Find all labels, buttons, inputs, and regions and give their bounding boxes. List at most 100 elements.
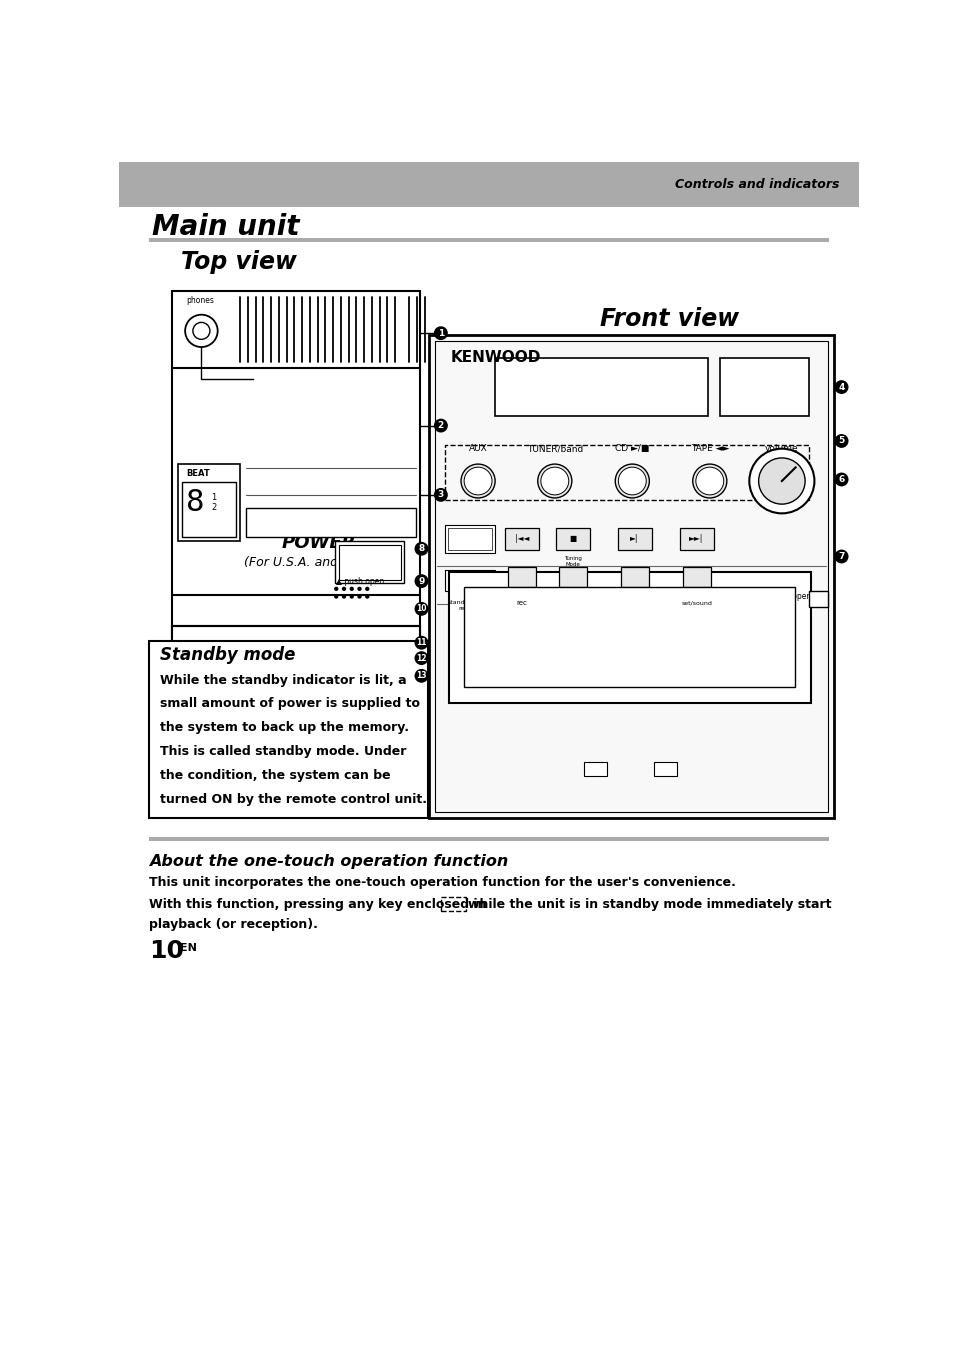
Text: Front view: Front view [599,307,739,331]
Text: (For U.S.A. and Canada): (For U.S.A. and Canada) [244,556,394,569]
Circle shape [748,449,814,514]
Circle shape [185,315,217,347]
Bar [508,568,536,587]
Circle shape [349,595,354,599]
Circle shape [615,464,649,498]
Circle shape [357,587,361,591]
Text: 12: 12 [416,653,426,662]
Circle shape [834,473,847,487]
Circle shape [695,468,723,495]
Text: This is called standby mode. Under: This is called standby mode. Under [159,745,405,758]
Bar [654,763,677,776]
Circle shape [415,652,428,665]
Text: BEAT: BEAT [186,469,210,477]
Bar [435,341,827,813]
Text: 3: 3 [437,491,443,499]
Text: 9: 9 [417,576,424,585]
Circle shape [365,595,369,599]
Bar [682,568,710,587]
Bar [429,335,833,818]
Bar [444,569,495,591]
Bar [444,525,495,553]
Text: time
mode: time mode [563,600,581,611]
Bar [620,568,648,587]
Text: About the one-touch operation function: About the one-touch operation function [149,854,507,869]
Circle shape [692,464,726,498]
Text: This unit incorporates the one-touch operation function for the user's convenien: This unit incorporates the one-touch ope… [149,876,735,890]
Text: |◄◄: |◄◄ [515,534,529,544]
Bar [149,641,427,818]
Bar [679,529,713,549]
Bar [444,445,808,500]
Text: 8: 8 [186,488,204,516]
Bar [182,481,236,537]
Circle shape [193,322,210,339]
Text: CD ►/■: CD ►/■ [615,445,649,453]
Text: 1: 1 [437,329,443,338]
Bar [495,358,707,415]
Text: standby/timer
remote: standby/timer remote [447,600,491,611]
Bar [555,529,589,549]
Bar [338,545,400,580]
Bar [172,291,419,650]
Circle shape [415,575,428,588]
Text: small amount of power is supplied to: small amount of power is supplied to [159,698,419,710]
Circle shape [415,542,428,556]
Text: Standby mode: Standby mode [159,646,294,664]
Bar [172,626,419,650]
Text: 2: 2 [211,503,216,511]
Circle shape [618,468,645,495]
Text: With this function, pressing any key enclosed in: With this function, pressing any key enc… [149,898,486,911]
Circle shape [341,587,346,591]
Text: 7: 7 [838,552,843,561]
Bar [583,763,607,776]
Circle shape [415,602,428,615]
Bar [149,837,828,841]
Text: ■: ■ [568,534,576,544]
Text: ►►|: ►►| [689,534,703,544]
Text: Top view: Top view [181,250,296,274]
Circle shape [834,434,847,448]
Text: TAPE ◄►: TAPE ◄► [690,445,728,453]
Text: EN: EN [179,942,196,953]
Text: Tuning
Mode: Tuning Mode [563,556,581,566]
Text: 11: 11 [416,638,426,648]
Text: 2: 2 [437,420,443,430]
Text: ▲ push open: ▲ push open [762,592,811,602]
Text: the condition, the system can be: the condition, the system can be [159,769,390,781]
Circle shape [415,669,428,683]
Text: ▲ push open: ▲ push open [335,576,384,585]
Text: 5: 5 [838,437,843,445]
Bar [119,162,858,207]
Text: While the standby indicator is lit, a: While the standby indicator is lit, a [159,673,406,687]
Text: 4: 4 [838,383,843,392]
Text: 13: 13 [416,672,426,680]
Text: ►|: ►| [630,534,639,544]
Text: set/sound: set/sound [680,600,711,606]
Circle shape [357,595,361,599]
Bar [448,572,810,703]
Text: playback (or reception).: playback (or reception). [149,918,317,932]
Bar [149,238,828,242]
Bar [464,587,794,687]
Text: the system to back up the memory.: the system to back up the memory. [159,721,408,734]
Circle shape [537,464,571,498]
Text: 6: 6 [838,475,843,484]
Text: POWER: POWER [282,534,356,552]
Circle shape [349,587,354,591]
Text: 1: 1 [211,493,216,503]
Bar [505,529,538,549]
Text: 10: 10 [416,604,426,614]
Circle shape [834,549,847,564]
Text: Main unit: Main unit [152,212,299,241]
Bar [617,529,651,549]
Bar [558,568,586,587]
Text: volume: volume [764,445,798,453]
Circle shape [434,419,447,433]
Text: phones: phones [186,296,213,304]
Bar [447,529,492,549]
Circle shape [434,488,447,502]
Text: TUNER/band: TUNER/band [526,445,582,453]
Bar [720,358,808,415]
Text: KENWOOD: KENWOOD [451,350,540,365]
